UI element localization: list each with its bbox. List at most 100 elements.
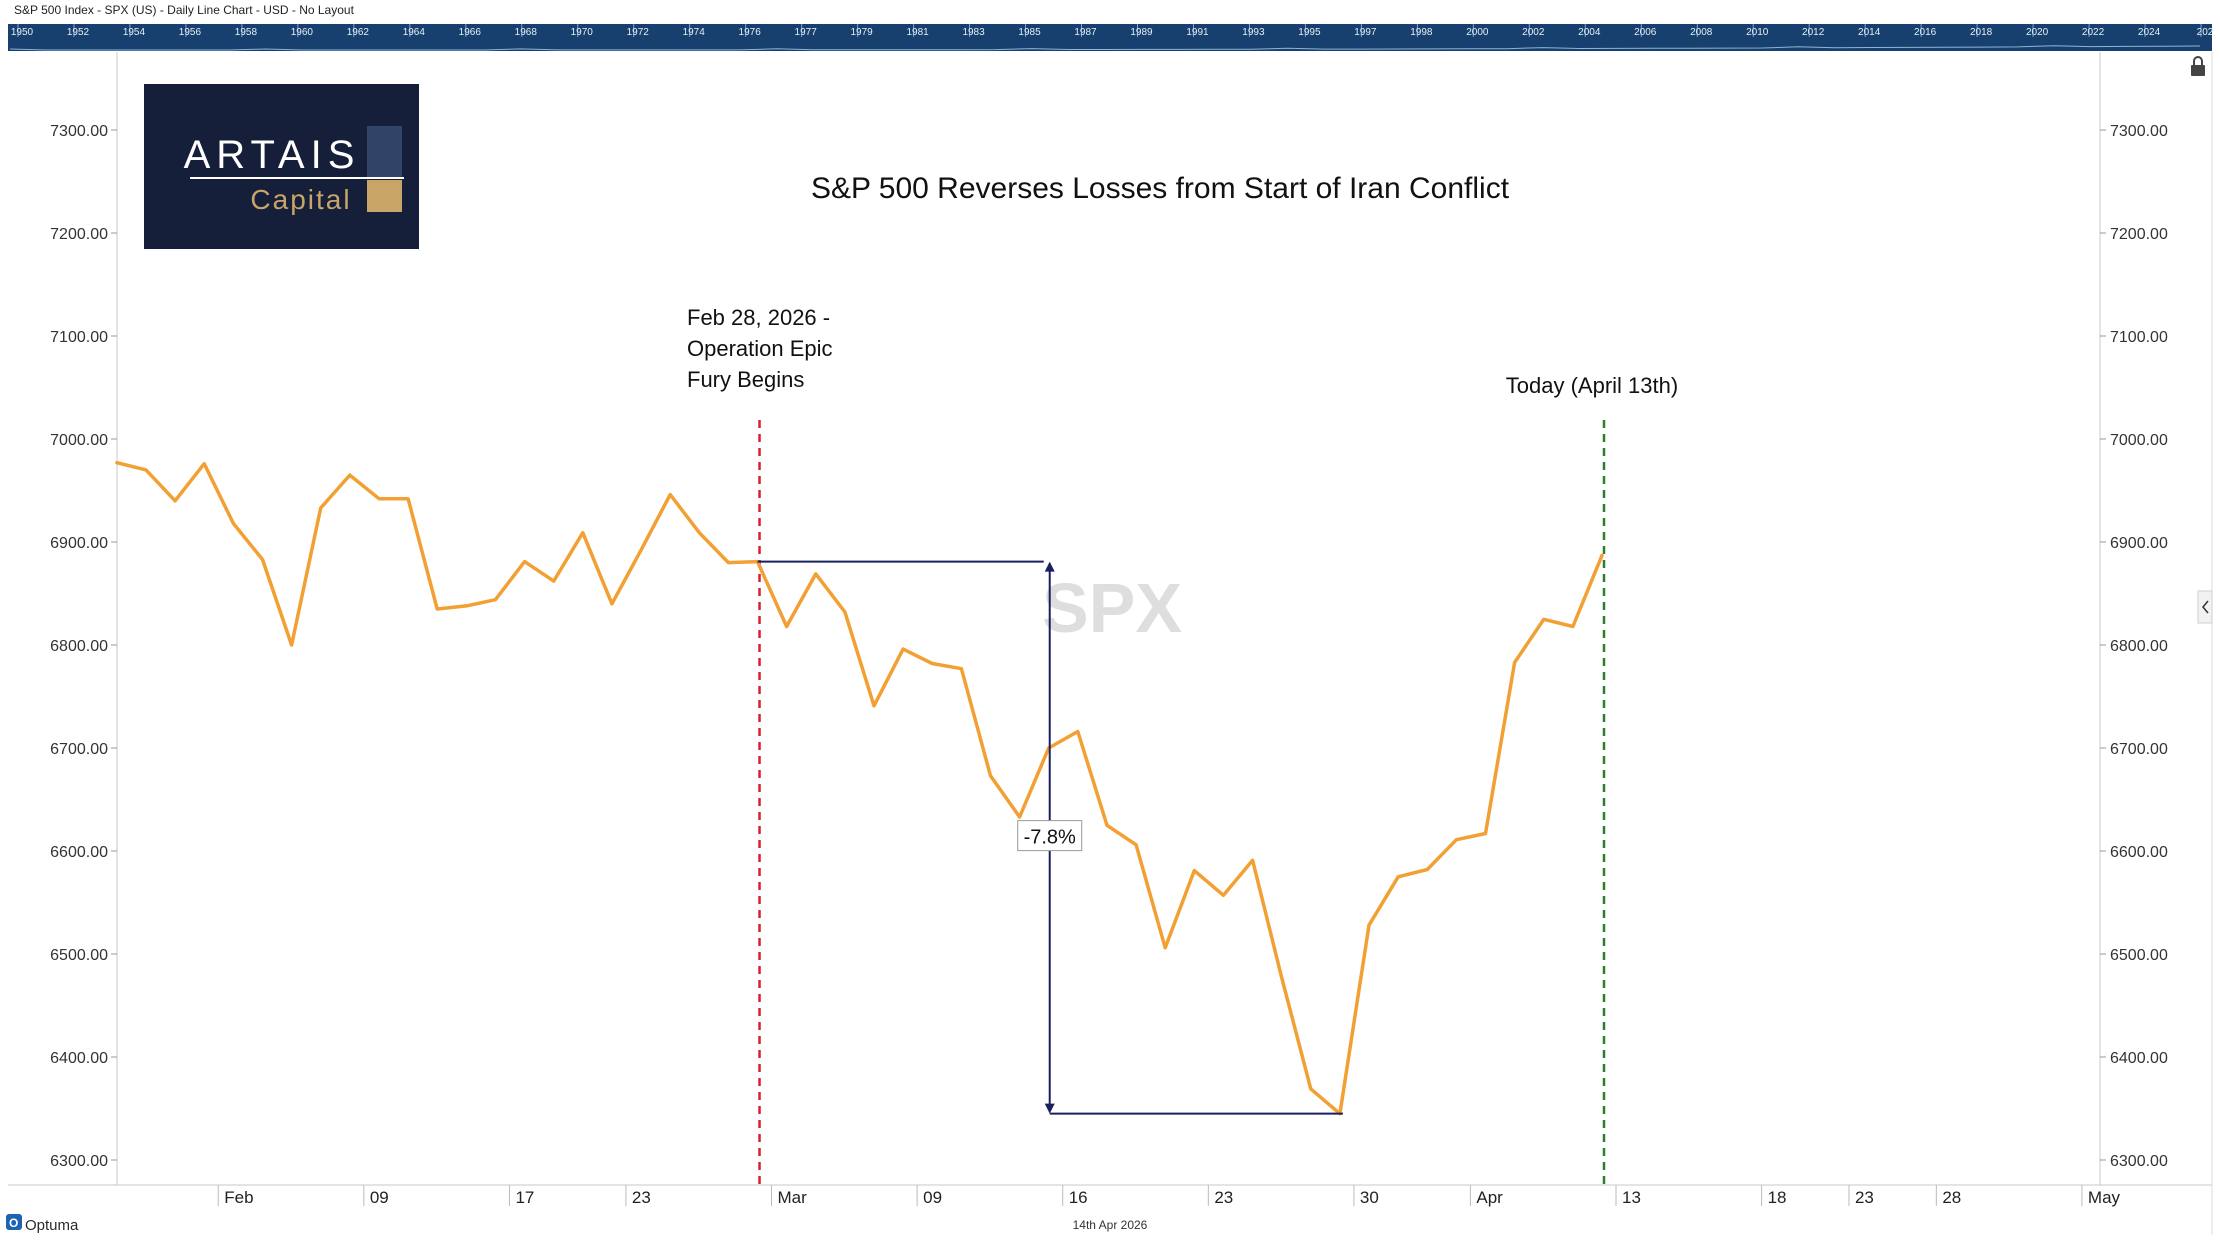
timeline-year-label: 1966 [459, 27, 482, 38]
x-tick-label: 13 [1622, 1188, 1641, 1207]
y-tick-label-right: 7100.00 [2110, 329, 2168, 346]
y-tick-label-left: 6400.00 [50, 1050, 108, 1067]
x-tick-label: 23 [1855, 1188, 1874, 1207]
timeline-year-label: 1956 [179, 27, 202, 38]
timeline-year-label: 1958 [235, 27, 258, 38]
timeline-sparkline [9, 45, 2201, 51]
footer-date: 14th Apr 2026 [1073, 1218, 1148, 1232]
y-axis-left: 6300.00 6400.00 6500.00 6600.00 6700.00 6800.… [50, 123, 117, 1170]
y-tick-label-right: 7300.00 [2110, 123, 2168, 140]
timeline-year-label: 1976 [739, 27, 762, 38]
y-axis-right: 6300.00 6400.00 6500.00 6600.00 6700.00 6800.… [2100, 123, 2168, 1170]
conflict-start-label: Fury Begins [687, 367, 804, 392]
y-tick-label-left: 6300.00 [50, 1153, 108, 1170]
timeline-year-label: 2006 [1634, 27, 1657, 38]
timeline-year-label: 1964 [403, 27, 426, 38]
x-tick-label: Feb [224, 1188, 253, 1207]
logo-text-artais: ARTAIS [184, 133, 361, 177]
timeline-year-label: 2020 [2026, 27, 2049, 38]
timeline-year-label: 1962 [347, 27, 370, 38]
timeline-year-label: 1970 [571, 27, 594, 38]
timeline-year-label: 1952 [67, 27, 90, 38]
timeline-year-label: 1979 [850, 27, 873, 38]
timeline-year-label: 1977 [795, 27, 818, 38]
x-tick-label: 17 [515, 1188, 534, 1207]
series-line-spx [115, 460, 1604, 1116]
optuma-logo-letter: O [9, 1216, 18, 1230]
timeline-year-label: 1997 [1354, 27, 1377, 38]
x-axis: Feb 09 17 23 Mar 09 16 23 30 Apr 13 18 23 28 May [217, 1185, 2121, 1207]
timeline-year-label: 2010 [1746, 27, 1769, 38]
chart-title: S&P 500 Reverses Losses from Start of Ir… [811, 172, 1510, 205]
timeline-year-labels: 1950 1952 1954 1956 1958 1960 1962 1964 1966 1968… [11, 24, 2214, 38]
x-tick-label: 23 [632, 1188, 651, 1207]
lock-icon[interactable] [2191, 56, 2205, 76]
timeline-year-label: 1960 [291, 27, 314, 38]
y-tick-label-left: 7000.00 [50, 432, 108, 449]
y-tick-label-right: 6300.00 [2110, 1153, 2168, 1170]
measure-label-box [1017, 820, 1083, 852]
timeline-year-label: 1981 [906, 27, 929, 38]
y-tick-label-left: 6500.00 [50, 947, 108, 964]
timeline-year-label: 2012 [1802, 27, 1825, 38]
timeline-navigator[interactable] [8, 24, 2212, 51]
x-tick-label: May [2088, 1188, 2121, 1207]
timeline-year-label: 2024 [2138, 27, 2161, 38]
measure-tool[interactable]: -7.8% [757, 560, 1343, 1115]
x-tick-label: 30 [1360, 1188, 1379, 1207]
optuma-brand: O Optuma [6, 1214, 79, 1234]
timeline-year-label: 1950 [11, 27, 34, 38]
series-group [115, 460, 1604, 1116]
conflict-start-label: Feb 28, 2026 - [687, 305, 830, 330]
artais-logo: ARTAIS Capital [144, 84, 419, 249]
watermark-symbol: SPX [1042, 569, 1182, 647]
y-tick-label-right: 6500.00 [2110, 947, 2168, 964]
y-tick-label-right: 6700.00 [2110, 741, 2168, 758]
timeline-year-label: 1972 [627, 27, 650, 38]
y-tick-label-left: 6800.00 [50, 638, 108, 655]
measure-arrow-up-icon [1044, 561, 1055, 572]
x-tick-label: 28 [1942, 1188, 1961, 1207]
y-tick-label-right: 6600.00 [2110, 844, 2168, 861]
y-tick-label-right: 7200.00 [2110, 226, 2168, 243]
timeline-year-label: 1989 [1130, 27, 1153, 38]
chevron-left-icon [2202, 600, 2209, 614]
y-tick-label-left: 6700.00 [50, 741, 108, 758]
timeline-year-label: 1998 [1410, 27, 1433, 38]
y-tick-label-left: 6600.00 [50, 844, 108, 861]
x-tick-label: 16 [1069, 1188, 1088, 1207]
timeline-year-label: 2004 [1578, 27, 1601, 38]
x-tick-label: Apr [1476, 1188, 1503, 1207]
y-tick-label-left: 7200.00 [50, 226, 108, 243]
measure-label: -7.8% [1024, 827, 1076, 849]
logo-gold-block [367, 180, 402, 212]
x-tick-label: Mar [778, 1188, 808, 1207]
timeline-year-label: 1993 [1242, 27, 1265, 38]
timeline-year-label: 2014 [1858, 27, 1881, 38]
timeline-year-label: 2008 [1690, 27, 1713, 38]
y-tick-label-right: 7000.00 [2110, 432, 2168, 449]
y-tick-label-right: 6400.00 [2110, 1050, 2168, 1067]
logo-text-capital: Capital [250, 184, 351, 215]
timeline-year-label: 202 [2197, 27, 2214, 38]
timeline-year-label: 2016 [1914, 27, 1937, 38]
optuma-logo-icon [6, 1214, 22, 1230]
annotations: Feb 28, 2026 - Operation Epic Fury Begins T… [687, 305, 1678, 1185]
timeline-year-label: 2022 [2082, 27, 2105, 38]
collapse-panel-button[interactable] [2197, 590, 2213, 624]
x-tick-label: 09 [370, 1188, 389, 1207]
today-label: Today (April 13th) [1506, 373, 1678, 398]
x-tick-label: 18 [1768, 1188, 1787, 1207]
y-tick-label-right: 6800.00 [2110, 638, 2168, 655]
timeline-year-label: 1983 [962, 27, 985, 38]
y-tick-label-left: 7100.00 [50, 329, 108, 346]
timeline-year-label: 1987 [1074, 27, 1097, 38]
timeline-year-label: 2018 [1970, 27, 1993, 38]
timeline-year-label: 1995 [1298, 27, 1321, 38]
chart-header-title: S&P 500 Index - SPX (US) - Daily Line Ch… [14, 3, 354, 17]
timeline-year-label: 1985 [1018, 27, 1041, 38]
x-tick-label: 09 [923, 1188, 942, 1207]
y-tick-label-left: 6900.00 [50, 535, 108, 552]
y-tick-label-right: 6900.00 [2110, 535, 2168, 552]
